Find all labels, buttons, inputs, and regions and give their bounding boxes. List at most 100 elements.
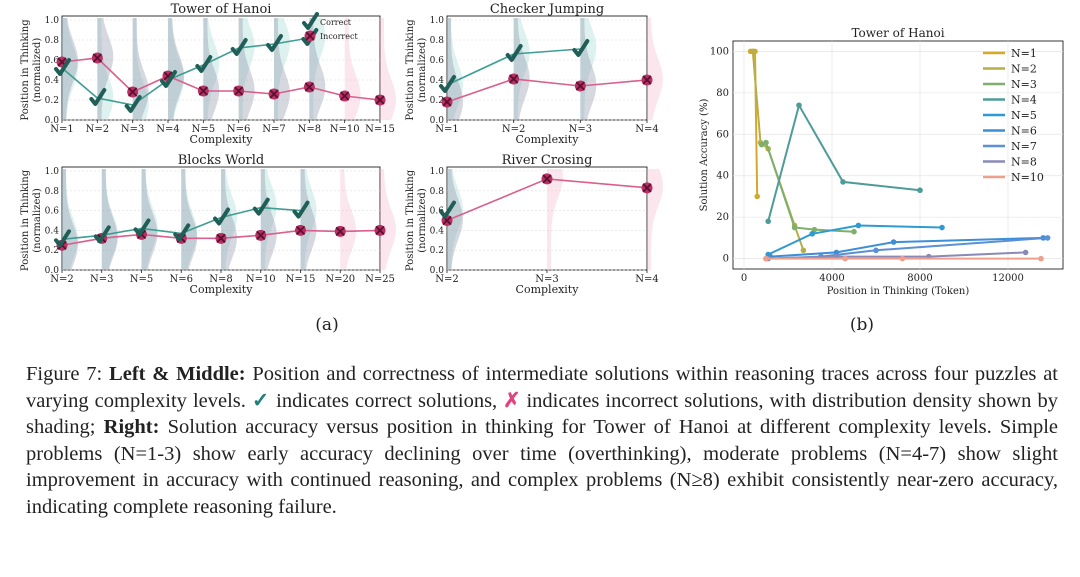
x-tick-label: 12000: [992, 273, 1024, 284]
y-axis-label: Position in Thinking (normalized): [405, 169, 428, 271]
correct-marker: [230, 38, 248, 56]
x-tick-label: N=6: [227, 124, 251, 135]
correct-marker: [572, 39, 590, 57]
subfig-label-a: (a): [315, 315, 338, 335]
y-tick-label: 0.6: [430, 207, 445, 217]
legend-label: N=1: [1011, 47, 1037, 60]
y-tick-label: 0.0: [45, 266, 60, 276]
incorrect-marker: [374, 94, 386, 106]
panel-river-crossing-positions: 0.0 0.2 0.4 0.6 0.8 1.0 N=2 N=3 N=4 River Crosing…: [405, 153, 663, 296]
legend-correct-label: Correct: [320, 18, 352, 27]
incorrect-marker: [215, 232, 227, 244]
data-point: [791, 224, 798, 231]
correct-marker: [266, 34, 283, 52]
data-point: [758, 141, 765, 148]
y-tick-label: 0.2: [430, 246, 444, 256]
y-tick-label: 0.2: [45, 246, 59, 256]
density-incorrect: [309, 18, 326, 120]
incorrect-marker: [541, 173, 553, 185]
y-axis-label-line2: (normalized): [32, 188, 43, 253]
x-tick-label: N=5: [130, 274, 154, 285]
y-tick-label: 1.0: [430, 16, 445, 26]
x-tick-label: N=3: [90, 274, 114, 285]
y-tick-label: 60: [716, 129, 729, 140]
x-tick-label: 8000: [907, 273, 932, 284]
incorrect-series-line: [61, 57, 381, 101]
x-tick-label: N=4: [156, 124, 180, 135]
x-tick-label: N=8: [298, 124, 322, 135]
y-tick-label: 0.8: [430, 187, 445, 197]
y-tick-label: 0.4: [430, 226, 445, 236]
legend-incorrect-label: Incorrect: [320, 32, 358, 41]
chart-title: Tower of Hanoi: [851, 26, 944, 40]
y-tick-label: 0.4: [45, 76, 60, 86]
caption-bold-left-middle: Left & Middle:: [109, 363, 246, 385]
density-correct: [101, 169, 118, 270]
density-incorrect: [513, 18, 530, 120]
data-point: [796, 102, 802, 109]
legend-label: N=3: [1011, 78, 1037, 91]
density-incorrect: [300, 169, 317, 270]
y-axis-label: Solution Accuracy (%): [699, 99, 710, 212]
legend-label: N=5: [1011, 109, 1037, 122]
correct-marker: [439, 200, 456, 219]
correct-marker: [89, 88, 107, 106]
chart-title: Blocks World: [178, 153, 265, 168]
incorrect-marker: [255, 229, 267, 241]
y-tick-label: 100: [710, 46, 729, 57]
y-tick-label: 0.0: [45, 116, 60, 126]
y-axis-label-line1: Position in Thinking: [20, 169, 31, 271]
incorrect-marker: [295, 224, 306, 236]
data-point: [899, 255, 906, 262]
x-tick-label: 4000: [819, 273, 844, 284]
data-point: [917, 187, 923, 194]
y-tick-label: 1.0: [430, 167, 445, 177]
density-incorrect: [221, 169, 237, 270]
legend-label: N=6: [1011, 125, 1037, 138]
data-point: [890, 239, 897, 245]
correct-marker: [439, 75, 456, 93]
density-incorrect: [547, 169, 563, 270]
y-axis-label-line2: (normalized): [417, 188, 428, 253]
incorrect-marker: [441, 96, 453, 108]
legend-label: N=10: [1011, 171, 1044, 184]
incorrect-marker: [339, 90, 351, 102]
data-point: [1044, 235, 1051, 241]
correct-marker: [505, 44, 523, 62]
x-tick-label: N=2: [50, 274, 74, 285]
panel-tower-of-hanoi-accuracy: 0 20 40 60 80 100 0 4000 8000 12000 N=1 N=2 N=3 N=4 N=…: [699, 26, 1064, 297]
data-point: [811, 226, 818, 233]
x-tick-label: N=2: [86, 124, 110, 135]
x-tick-label: N=3: [569, 124, 593, 135]
density-incorrect: [447, 18, 463, 120]
data-point: [855, 222, 862, 229]
density-incorrect: [62, 18, 78, 120]
correct-marker: [54, 229, 71, 248]
y-axis-label: Position in Thinking (normalized): [405, 19, 428, 121]
y-axis-label-line1: Position in Thinking: [405, 19, 416, 121]
density-correct: [309, 18, 326, 120]
y-axis-label-line1: Position in Thinking: [405, 169, 416, 271]
legend-label: N=8: [1011, 156, 1037, 169]
data-point: [800, 247, 807, 254]
correct-marker: [54, 58, 71, 76]
y-tick-label: 1.0: [45, 167, 60, 177]
incorrect-marker: [303, 81, 315, 93]
x-axis-label: Complexity: [516, 283, 580, 296]
density-correct: [447, 18, 463, 120]
correct-marker: [292, 200, 310, 219]
y-tick-label: 0: [723, 254, 729, 265]
y-tick-label: 1.0: [45, 16, 60, 26]
data-point: [840, 179, 846, 185]
correct-marker: [133, 218, 151, 237]
x-axis-label: Complexity: [190, 283, 254, 296]
legend-correct-icon: [302, 12, 319, 30]
legend-incorrect-icon: [304, 30, 316, 42]
panel-tower-of-hanoi-positions: 0.0 0.2 0.4 0.6 0.8 1.0 N=1 N=2 N=3 N=4 N=5 N=6 N=7 N…: [20, 2, 396, 146]
incorrect-marker: [127, 86, 139, 98]
data-point: [763, 139, 769, 146]
density-correct: [168, 18, 184, 120]
x-tick-label: N=20: [325, 274, 355, 285]
caption-text-2: indicates correct solutions,: [270, 389, 504, 412]
data-point: [851, 228, 857, 235]
